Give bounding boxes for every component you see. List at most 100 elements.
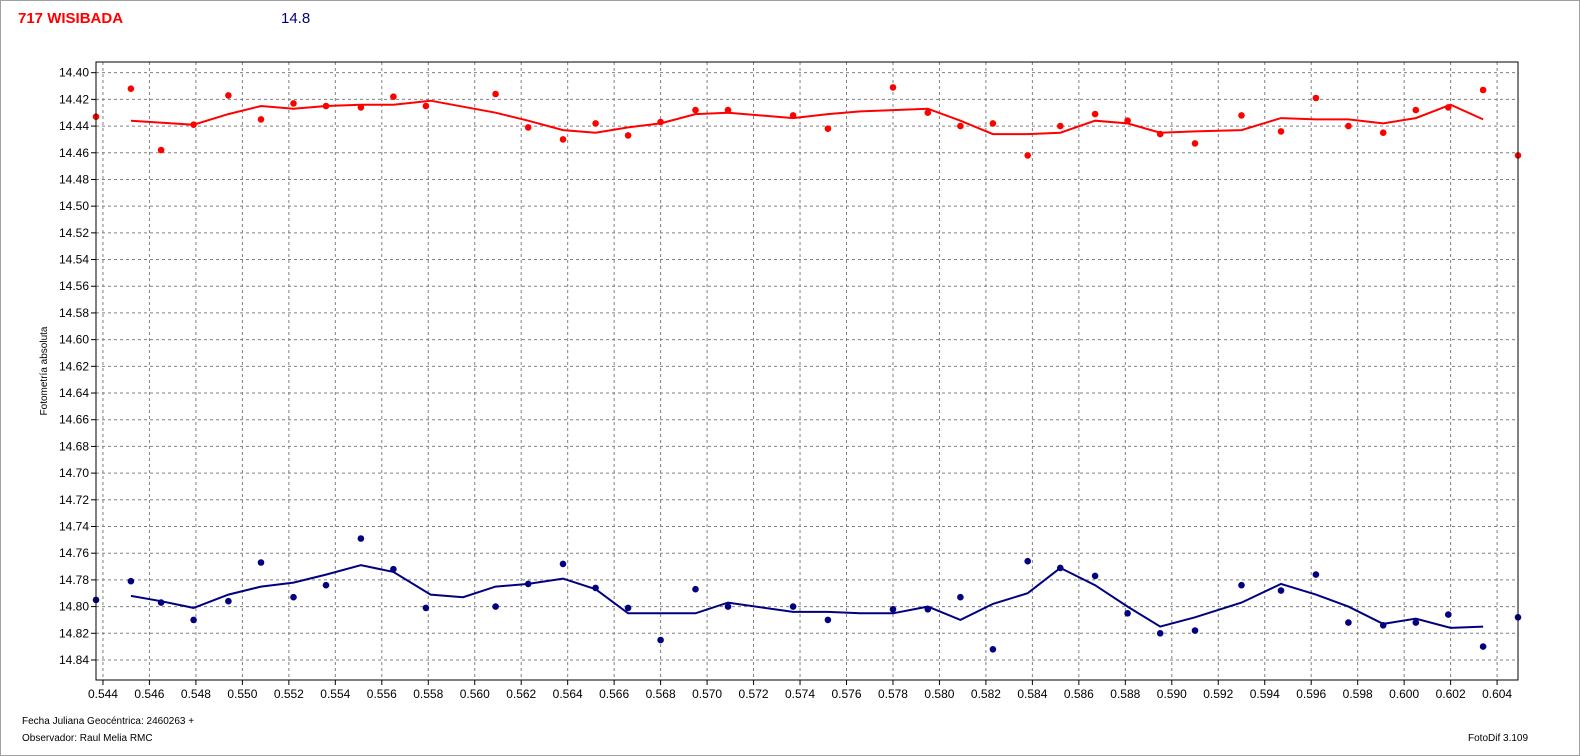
series-1-point (924, 109, 932, 116)
series-2-point (422, 604, 430, 612)
series-2-trend-line (130, 564, 1484, 629)
series-1-point (1379, 129, 1387, 136)
series-2-point (357, 535, 365, 542)
series-1-point (692, 106, 699, 114)
series-1-point (422, 102, 430, 110)
series-1-point (1191, 140, 1199, 147)
series-2-point (127, 577, 135, 585)
x-tick-label: 0.556 (367, 687, 397, 701)
y-tick-label: 14.40 (59, 66, 89, 80)
y-tick-label: 14.62 (59, 359, 89, 373)
software-version: FotoDif 3.109 (1468, 733, 1529, 744)
series-2-point (789, 603, 797, 610)
series-2-point (1345, 619, 1352, 626)
y-tick-label: 14.42 (59, 92, 89, 106)
series-2-point (889, 606, 897, 613)
series-2-point (824, 616, 832, 624)
x-tick-label: 0.566 (599, 687, 629, 701)
series-1-point (1277, 128, 1285, 135)
y-tick-label: 14.80 (59, 600, 89, 614)
x-tick-label: 0.582 (971, 687, 1001, 701)
series-1-point (592, 120, 599, 127)
x-tick-label: 0.558 (413, 687, 443, 701)
x-tick-label: 0.578 (878, 687, 908, 701)
series-2-point (257, 559, 265, 566)
y-tick-label: 14.82 (59, 626, 89, 640)
grid (96, 62, 1518, 680)
series-2-point (989, 646, 997, 653)
y-tick-label: 14.76 (59, 546, 89, 560)
x-tick-label: 0.554 (320, 687, 350, 701)
series-2-point (225, 597, 232, 605)
x-tick-label: 0.572 (739, 687, 769, 701)
series-lines (130, 99, 1484, 629)
series-2-point (190, 616, 197, 624)
series-2-point (157, 599, 165, 606)
series-2-point (1191, 627, 1199, 634)
x-tick-label: 0.576 (831, 687, 861, 701)
series-1-point (127, 85, 135, 92)
x-tick-label: 0.568 (646, 687, 676, 701)
magnitude-label: 14.8 (281, 10, 311, 27)
series-1-point (1412, 106, 1420, 114)
series-2-point (322, 581, 330, 589)
series-1-point (1024, 152, 1031, 159)
object-title: 717 WISIBADA (18, 10, 124, 27)
x-tick-label: 0.562 (506, 687, 536, 701)
observer-label: Observador: Raul Melia RMC (22, 733, 153, 744)
y-tick-label: 14.68 (59, 439, 89, 453)
y-axis-label: Fotometría absoluta (39, 326, 50, 415)
y-tick-label: 14.66 (59, 413, 89, 427)
series-1-point (559, 136, 567, 143)
series-2-point (592, 584, 599, 592)
series-2-point (1379, 622, 1387, 629)
series-points (92, 84, 1522, 653)
y-axis: 14.40 14.42 14.44 14.46 14.48 14.50 14.52 14.54… (59, 66, 96, 667)
series-2-point (492, 603, 499, 610)
series-2-point (1238, 581, 1245, 589)
series-2-point (1124, 610, 1131, 617)
x-tick-label: 0.560 (460, 687, 490, 701)
series-1-point (957, 122, 964, 130)
series-2-point (924, 606, 932, 613)
x-tick-label: 0.592 (1203, 687, 1233, 701)
series-1-point (824, 125, 832, 132)
series-1-point (492, 90, 499, 98)
series-2-point (1277, 587, 1285, 594)
series-1-point (1091, 110, 1099, 118)
series-1-point (1445, 104, 1452, 111)
series-2-point (957, 593, 964, 601)
y-tick-label: 14.78 (59, 573, 89, 587)
y-tick-label: 14.64 (59, 386, 89, 400)
series-1-point (157, 146, 165, 154)
series-2-point (390, 565, 397, 573)
series-1-point (390, 93, 397, 100)
x-tick-label: 0.544 (88, 687, 118, 701)
x-tick-label: 0.588 (1110, 687, 1140, 701)
x-tick-label: 0.550 (227, 687, 257, 701)
x-tick-label: 0.594 (1250, 687, 1280, 701)
series-2-point (1412, 619, 1420, 626)
series-2-point (1445, 611, 1452, 618)
series-1-point (290, 100, 297, 107)
x-tick-label: 0.548 (181, 687, 211, 701)
x-tick-label: 0.570 (692, 687, 722, 701)
series-2-point (724, 603, 732, 610)
series-1-point (624, 132, 632, 139)
x-tick-label: 0.604 (1482, 687, 1512, 701)
series-2-point (559, 560, 567, 568)
series-1-point (1124, 117, 1131, 124)
x-tick-label: 0.598 (1343, 687, 1373, 701)
y-tick-label: 14.72 (59, 493, 89, 507)
series-1-point (1479, 86, 1487, 94)
x-axis: 0.544 0.546 0.548 0.550 0.552 0.554 0.556 0.558… (88, 680, 1512, 701)
y-tick-label: 14.46 (59, 146, 89, 160)
series-1-point (1057, 122, 1064, 130)
x-tick-label: 0.596 (1296, 687, 1326, 701)
x-tick-label: 0.600 (1389, 687, 1419, 701)
y-tick-label: 14.54 (59, 253, 89, 267)
plot-border (95, 61, 1519, 681)
x-tick-label: 0.574 (785, 687, 815, 701)
series-1-point (322, 102, 330, 110)
